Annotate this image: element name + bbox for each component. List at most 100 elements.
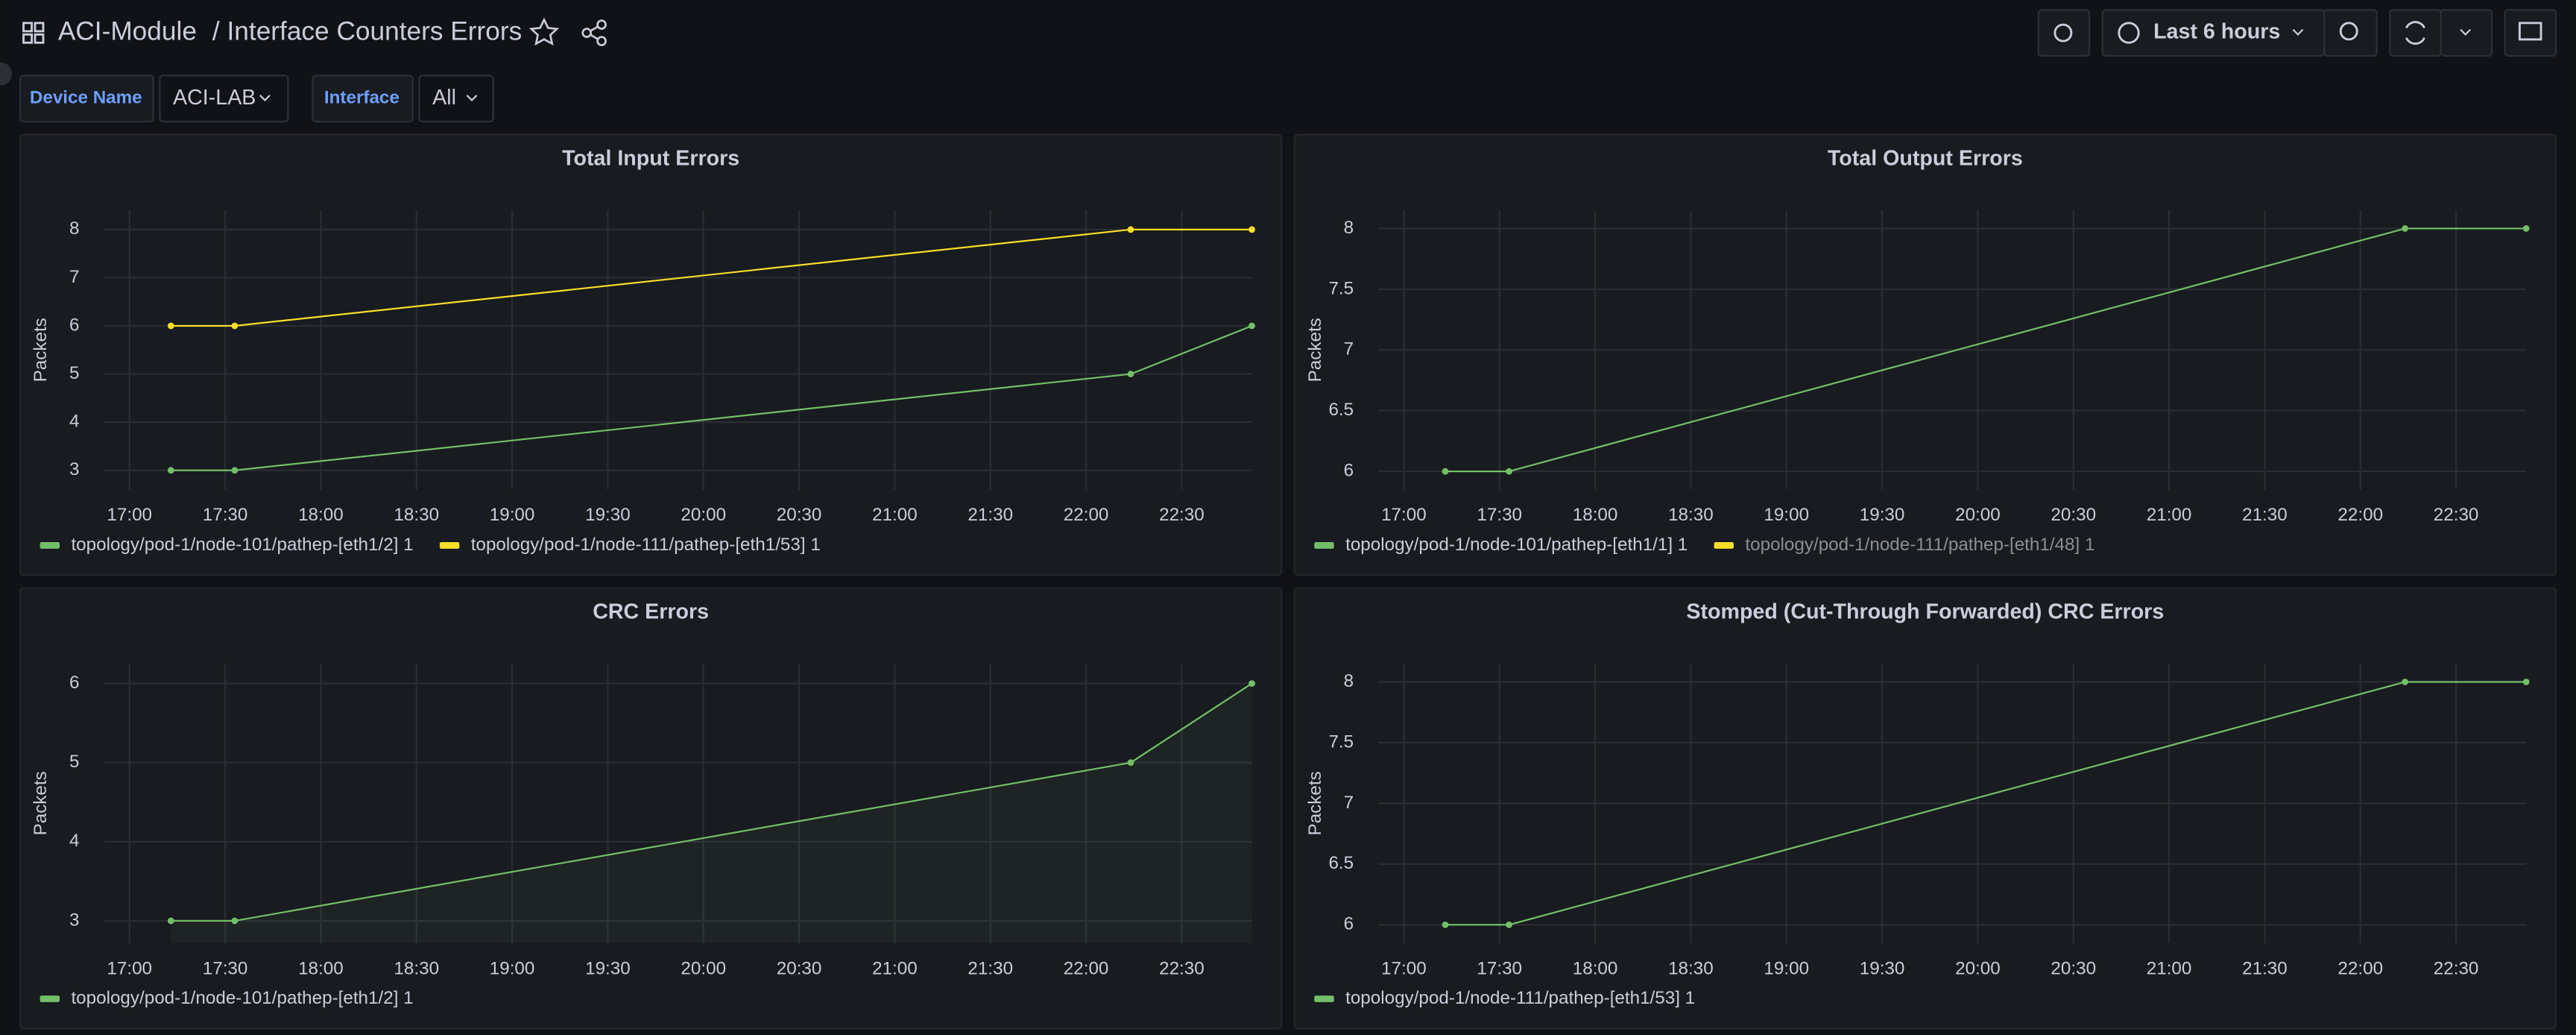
x-tick-label: 21:00 [2147,958,2192,978]
legend-label[interactable]: topology/pod-1/node-101/pathep-[eth1/1] … [1345,535,1688,555]
legend-label[interactable]: topology/pod-1/node-111/pathep-[eth1/48]… [1745,535,2094,555]
apps-icon[interactable] [22,22,45,44]
variable-select[interactable] [418,75,494,123]
settings-icon [2053,23,2073,43]
y-axis-label: Packets [31,318,51,382]
point [231,467,239,474]
x-tick-label: 17:30 [203,505,248,525]
y-tick-label: 7 [1344,793,1354,813]
x-tick-label: 21:30 [2242,958,2288,978]
y-tick-label: 4 [69,412,79,432]
x-tick-label: 22:30 [2434,958,2479,978]
y-tick-label: 7 [1344,339,1354,359]
x-tick-label: 18:00 [298,505,344,525]
chevron [2460,28,2472,36]
variable-select[interactable] [159,75,289,123]
y-tick-label: 6 [1344,461,1354,481]
legend-label[interactable]: topology/pod-1/node-101/pathep-[eth1/2] … [71,535,413,555]
x-tick-label: 22:30 [1159,958,1205,978]
chevron [2292,28,2304,36]
x-tick-label: 20:00 [1955,505,2001,525]
x-tick-label: 22:30 [2434,505,2479,525]
x-tick-label: 21:30 [967,505,1013,525]
area [171,683,1252,943]
x-tick-label: 20:00 [681,958,726,978]
x-tick-label: 22:00 [2337,505,2383,525]
refresh-icon [2405,21,2425,45]
point [167,467,174,474]
x-tick-label: 19:30 [1860,505,1905,525]
monitor-icon [2518,22,2542,41]
legend-label[interactable]: topology/pod-1/node-111/pathep-[eth1/53]… [1345,988,1695,1008]
x-tick-label: 17:30 [1477,505,1522,525]
y-tick-label: 3 [69,910,79,930]
time-range: Last 6 hours [2153,20,2280,44]
x-tick-label: 18:00 [1573,958,1618,978]
y-tick-label: 4 [69,831,79,851]
panel [1293,133,2557,576]
dashboard-title: / Interface Counters Errors [212,16,522,45]
legend-swatch [40,542,60,549]
y-tick-label: 6 [1344,914,1354,934]
y-tick-label: 8 [69,218,79,239]
chevron [259,95,271,101]
share-button[interactable] [581,19,607,46]
x-tick-label: 20:30 [777,505,822,525]
point [1248,680,1255,688]
x-tick-label: 21:30 [2242,505,2288,525]
point [1127,226,1134,233]
line [171,324,1252,471]
point [1506,468,1512,475]
point [1506,921,1512,928]
point [2402,225,2409,232]
point [1442,921,1449,928]
legend-label[interactable]: topology/pod-1/node-101/pathep-[eth1/2] … [71,988,413,1008]
zoom-out-button[interactable] [2323,9,2378,57]
y-tick-label: 8 [1344,218,1354,238]
x-tick-label: 22:00 [1064,958,1109,978]
x-tick-label: 17:00 [107,958,152,978]
refresh-button[interactable] [2389,9,2442,57]
point [2522,225,2530,232]
y-axis-label: Packets [31,771,51,835]
x-tick-label: 18:00 [298,958,344,978]
x-tick-label: 22:00 [1064,505,1109,525]
line [171,228,1252,327]
y-tick-label: 6.5 [1328,853,1354,873]
variable-label-box [312,75,414,123]
variable-label-box [19,75,154,123]
panel [19,133,1283,576]
legend-swatch [1714,542,1734,549]
sidebar-toggle[interactable] [0,62,13,86]
star-button[interactable] [528,17,560,46]
x-tick-label: 20:30 [2051,958,2096,978]
y-tick-label: 5 [69,363,79,383]
x-tick-label: 21:00 [872,505,918,525]
x-tick-label: 21:00 [872,958,918,978]
point [2402,679,2409,685]
x-tick-label: 20:00 [681,505,726,525]
legend-label[interactable]: topology/pod-1/node-111/pathep-[eth1/53]… [471,535,821,555]
point [1127,759,1134,767]
kiosk-button[interactable] [2504,9,2557,57]
x-tick-label: 22:30 [1159,505,1205,525]
point [1442,468,1449,475]
variable-value: All [432,86,456,110]
folder-link[interactable]: ACI-Module [58,16,197,45]
panel-title: CRC Errors [593,600,709,623]
y-tick-label: 6.5 [1328,400,1354,420]
point [1248,322,1255,330]
x-tick-label: 20:30 [2051,505,2096,525]
y-tick-label: 7.5 [1328,732,1354,752]
x-tick-label: 17:30 [203,958,248,978]
x-tick-label: 21:00 [2147,505,2192,525]
point [167,322,174,330]
line [1445,227,2527,473]
x-tick-label: 17:00 [1381,958,1427,978]
y-axis-label: Packets [1305,318,1325,382]
settings-button[interactable] [2037,9,2091,57]
point [231,322,239,330]
x-tick-label: 18:30 [1668,958,1714,978]
x-tick-label: 17:30 [1477,958,1522,978]
point [1248,226,1255,233]
